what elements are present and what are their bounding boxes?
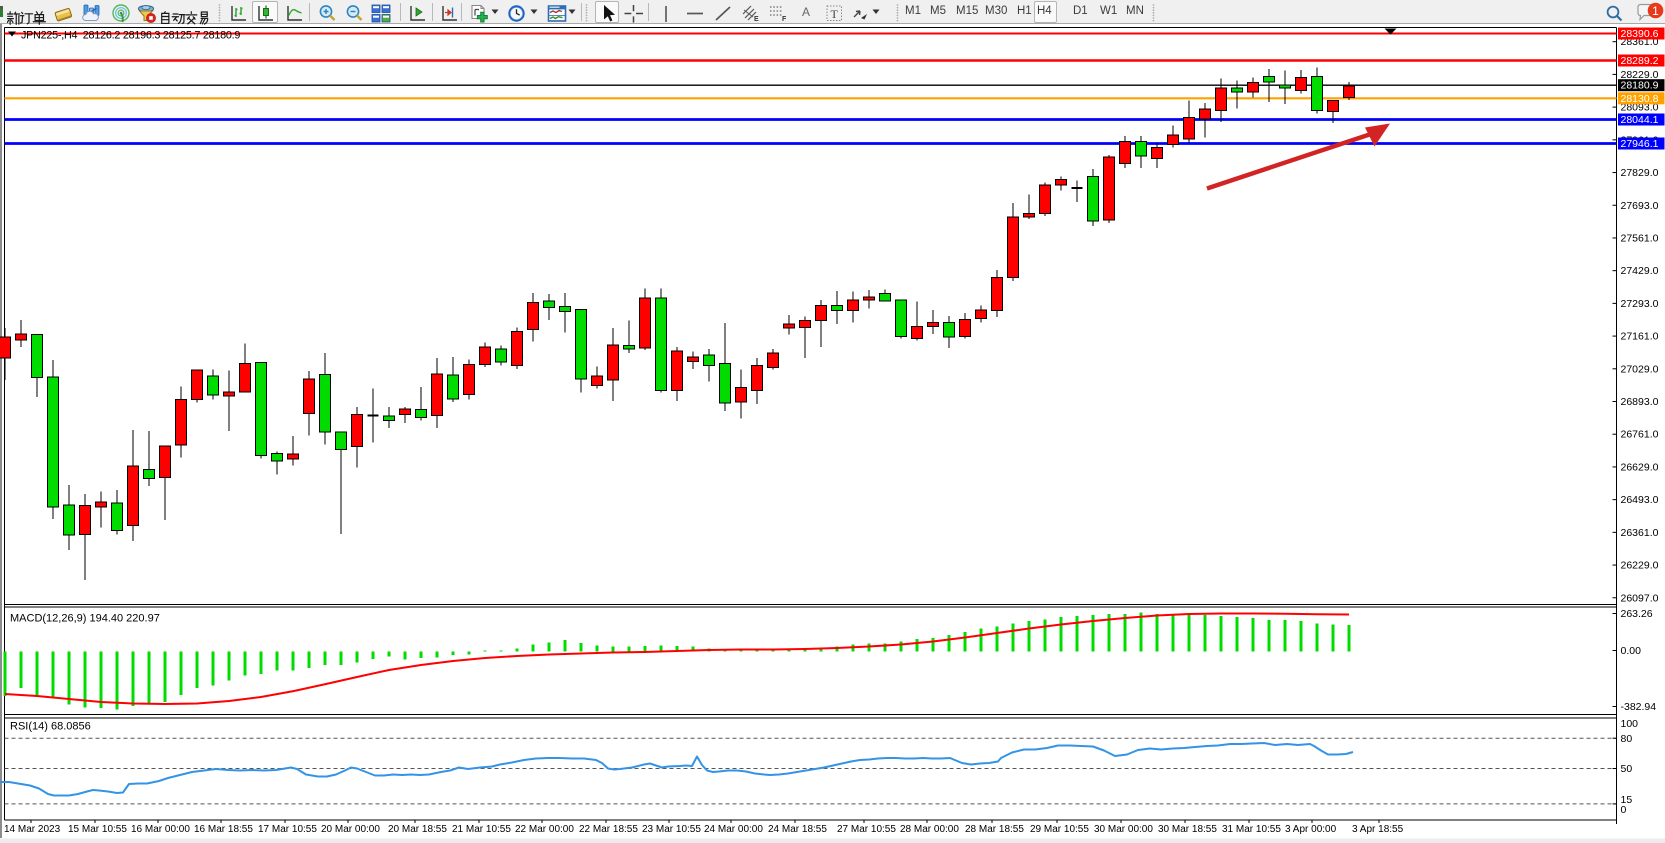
svg-text:27561.0: 27561.0	[1621, 232, 1659, 244]
svg-text:31 Mar 10:55: 31 Mar 10:55	[1222, 824, 1281, 835]
svg-text:27293.0: 27293.0	[1621, 298, 1659, 310]
svg-text:3 Apr 18:55: 3 Apr 18:55	[1352, 824, 1404, 835]
svg-text:26761.0: 26761.0	[1621, 429, 1659, 441]
svg-text:28044.1: 28044.1	[1621, 114, 1659, 126]
svg-text:26097.0: 26097.0	[1621, 592, 1659, 604]
svg-text:100: 100	[1621, 718, 1639, 730]
svg-text:1: 1	[1652, 4, 1659, 18]
svg-text:JPN225-,H4 28126.2 28196.3 28: JPN225-,H4 28126.2 28196.3 28125.7 28180…	[21, 30, 240, 42]
svg-text:263.26: 263.26	[1621, 608, 1653, 620]
svg-text:28180.9: 28180.9	[1621, 80, 1659, 92]
svg-text:28390.6: 28390.6	[1621, 28, 1659, 40]
svg-text:27946.1: 27946.1	[1621, 138, 1659, 150]
svg-text:30 Mar 18:55: 30 Mar 18:55	[1158, 824, 1217, 835]
svg-text:28130.8: 28130.8	[1621, 93, 1659, 105]
svg-text:28 Mar 18:55: 28 Mar 18:55	[965, 824, 1024, 835]
svg-text:MACD(12,26,9) 194.40 220.97: MACD(12,26,9) 194.40 220.97	[10, 613, 160, 625]
svg-text:28289.2: 28289.2	[1621, 55, 1659, 67]
svg-text:27693.0: 27693.0	[1621, 200, 1659, 212]
svg-text:26229.0: 26229.0	[1621, 560, 1659, 572]
svg-text:20 Mar 18:55: 20 Mar 18:55	[388, 824, 447, 835]
svg-text:26629.0: 26629.0	[1621, 461, 1659, 473]
svg-text:3 Apr 00:00: 3 Apr 00:00	[1285, 824, 1337, 835]
svg-text:80: 80	[1621, 733, 1633, 745]
svg-text:27829.0: 27829.0	[1621, 167, 1659, 179]
svg-text:E: E	[754, 16, 759, 23]
svg-text:27029.0: 27029.0	[1621, 363, 1659, 375]
svg-text:16 Mar 00:00: 16 Mar 00:00	[131, 824, 190, 835]
svg-text:22 Mar 18:55: 22 Mar 18:55	[579, 824, 638, 835]
svg-text:27161.0: 27161.0	[1621, 331, 1659, 343]
svg-text:26361.0: 26361.0	[1621, 527, 1659, 539]
svg-text:28093.0: 28093.0	[1621, 102, 1659, 114]
svg-text:15: 15	[1621, 794, 1633, 806]
svg-text:RSI(14) 68.0856: RSI(14) 68.0856	[10, 721, 91, 733]
svg-text:17 Mar 10:55: 17 Mar 10:55	[258, 824, 317, 835]
svg-text:50: 50	[1621, 763, 1633, 775]
svg-text:24 Mar 00:00: 24 Mar 00:00	[704, 824, 763, 835]
svg-text:16 Mar 18:55: 16 Mar 18:55	[194, 824, 253, 835]
svg-text:27429.0: 27429.0	[1621, 265, 1659, 277]
svg-text:F: F	[782, 16, 787, 23]
svg-text:T: T	[831, 7, 839, 21]
svg-text:0.00: 0.00	[1621, 645, 1642, 657]
svg-text:27 Mar 10:55: 27 Mar 10:55	[837, 824, 896, 835]
svg-text:26493.0: 26493.0	[1621, 494, 1659, 506]
svg-text:20 Mar 00:00: 20 Mar 00:00	[321, 824, 380, 835]
svg-text:-382.94: -382.94	[1621, 701, 1657, 713]
svg-text:26893.0: 26893.0	[1621, 396, 1659, 408]
svg-text:14 Mar 2023: 14 Mar 2023	[4, 824, 61, 835]
svg-text:21 Mar 10:55: 21 Mar 10:55	[452, 824, 511, 835]
svg-text:24 Mar 18:55: 24 Mar 18:55	[768, 824, 827, 835]
svg-text:15 Mar 10:55: 15 Mar 10:55	[68, 824, 127, 835]
svg-text:28 Mar 00:00: 28 Mar 00:00	[900, 824, 959, 835]
svg-text:30 Mar 00:00: 30 Mar 00:00	[1094, 824, 1153, 835]
svg-text:22 Mar 00:00: 22 Mar 00:00	[515, 824, 574, 835]
svg-text:28229.0: 28229.0	[1621, 69, 1659, 81]
svg-text:29 Mar 10:55: 29 Mar 10:55	[1030, 824, 1089, 835]
svg-text:23 Mar 10:55: 23 Mar 10:55	[642, 824, 701, 835]
svg-text:0: 0	[1621, 804, 1627, 816]
